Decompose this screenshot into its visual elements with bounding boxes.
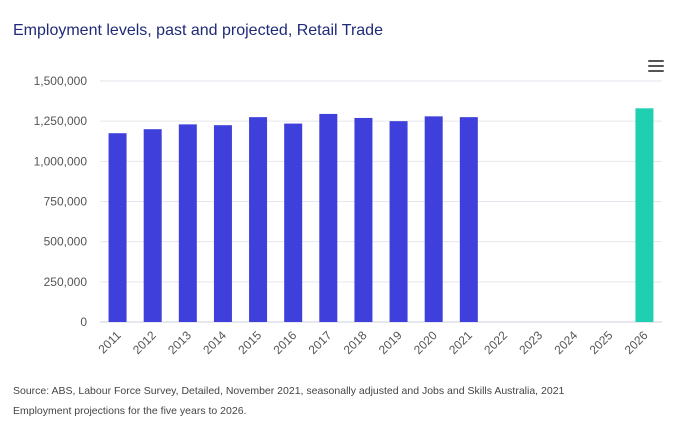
bar-2011[interactable]	[108, 133, 127, 322]
y-tick-label: 750,000	[44, 195, 88, 209]
source-note: Source: ABS, Labour Force Survey, Detail…	[13, 381, 673, 421]
bar-2014[interactable]	[213, 125, 232, 322]
y-tick-label: 1,500,000	[34, 74, 88, 88]
x-tick-label: 2020	[411, 328, 440, 357]
y-tick-label: 0	[80, 315, 87, 329]
bar-2016[interactable]	[284, 123, 303, 323]
y-tick-label: 500,000	[44, 235, 88, 249]
bar-2020[interactable]	[424, 116, 443, 322]
bar-2021[interactable]	[459, 117, 478, 323]
y-tick-label: 1,000,000	[34, 154, 88, 168]
bar-2019[interactable]	[389, 121, 408, 323]
x-axis-labels: 2011 2012 2013 2014 2015 2016 2017 2018 2019 2020…	[96, 328, 651, 357]
x-tick-label: 2019	[376, 328, 405, 357]
bar-2017[interactable]	[319, 113, 338, 322]
gridlines	[100, 80, 662, 323]
bar-2026[interactable]	[635, 108, 654, 323]
x-tick-label: 2025	[587, 328, 616, 357]
bars	[108, 108, 654, 323]
y-tick-label: 250,000	[44, 275, 88, 289]
x-tick-label: 2012	[130, 328, 159, 357]
x-tick-label: 2023	[516, 328, 545, 357]
x-tick-label: 2024	[552, 328, 581, 357]
bar-chart: 0 250,000 500,000 750,000 1,000,000 1,250,000…	[34, 74, 662, 357]
bar-2018[interactable]	[354, 117, 373, 322]
y-axis-labels: 0 250,000 500,000 750,000 1,000,000 1,250,000…	[34, 74, 88, 329]
x-tick-label: 2016	[271, 328, 300, 357]
x-tick-label: 2011	[96, 328, 124, 356]
source-line-1: Source: ABS, Labour Force Survey, Detail…	[13, 385, 565, 397]
x-tick-label: 2022	[481, 328, 510, 357]
x-tick-label: 2014	[200, 328, 229, 357]
chart-title: Employment levels, past and projected, R…	[13, 22, 383, 39]
y-tick-label: 1,250,000	[34, 114, 88, 128]
bar-2015[interactable]	[249, 117, 268, 323]
x-tick-label: 2026	[622, 328, 651, 357]
x-tick-label: 2018	[341, 328, 370, 357]
x-tick-label: 2015	[235, 328, 264, 357]
bar-2013[interactable]	[178, 124, 197, 322]
x-tick-label: 2017	[306, 328, 335, 357]
hamburger-menu-icon[interactable]	[648, 60, 664, 74]
x-tick-label: 2021	[446, 328, 475, 357]
source-line-2: Employment projections for the five year…	[13, 405, 247, 417]
bar-2012[interactable]	[143, 129, 162, 322]
x-tick-label: 2013	[165, 328, 194, 357]
